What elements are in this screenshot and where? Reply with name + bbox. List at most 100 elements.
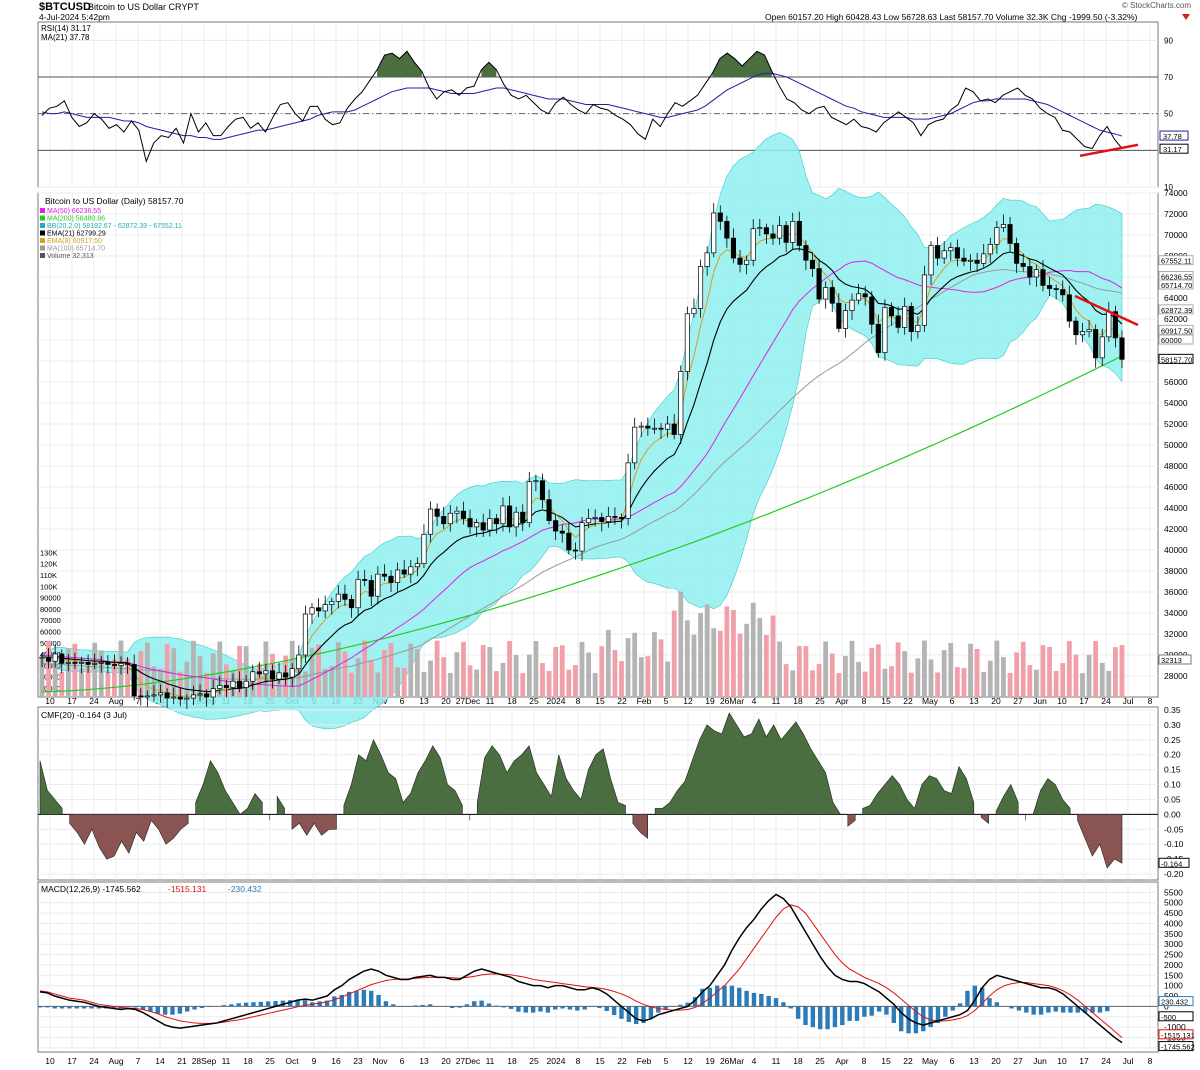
volume-bar bbox=[613, 650, 618, 697]
candle-body bbox=[968, 260, 972, 261]
volume-bar bbox=[336, 642, 341, 697]
volume-bar bbox=[876, 644, 881, 697]
macd-hist-legend: -230.432 bbox=[228, 884, 262, 894]
y-tick-label: 54000 bbox=[1164, 398, 1188, 408]
volume-bar bbox=[724, 606, 729, 697]
x-tick-label: 17 bbox=[1079, 1056, 1089, 1066]
candle-body bbox=[797, 221, 801, 245]
macd-histogram-bar bbox=[413, 1005, 417, 1006]
x-tick-label: 13 bbox=[419, 696, 429, 706]
candle-body bbox=[178, 697, 182, 699]
macd-histogram-bar bbox=[862, 1006, 866, 1016]
macd-histogram-bar bbox=[1031, 1006, 1035, 1014]
volume-bar bbox=[474, 670, 479, 697]
y-tick-label: 28000 bbox=[1164, 671, 1188, 681]
cmf-area bbox=[633, 814, 648, 838]
y-tick-label: 0.25 bbox=[1164, 735, 1181, 745]
volume-bar bbox=[764, 635, 769, 697]
x-tick-label: 6 bbox=[400, 1056, 405, 1066]
candle-body bbox=[330, 601, 334, 604]
volume-bar bbox=[540, 663, 545, 697]
volume-bar bbox=[810, 670, 815, 697]
y-tick-label: 70000 bbox=[1164, 230, 1188, 240]
x-tick-label: Jul bbox=[1123, 696, 1134, 706]
volume-bar bbox=[856, 662, 861, 697]
candle-body bbox=[540, 481, 544, 500]
macd-histogram-bar bbox=[376, 995, 380, 1006]
volume-bar bbox=[468, 665, 473, 697]
x-tick-label: 26Mar bbox=[720, 1056, 744, 1066]
x-tick-label: 17 bbox=[67, 1056, 77, 1066]
macd-histogram-bar bbox=[185, 1006, 189, 1011]
candle-body bbox=[158, 693, 162, 695]
y-tick-label: 38000 bbox=[1164, 566, 1188, 576]
y-tick-label: 40000 bbox=[1164, 545, 1188, 555]
y-tick-label: 32000 bbox=[1164, 629, 1188, 639]
volume-bar bbox=[784, 664, 789, 697]
x-tick-label: 28Sep bbox=[192, 1056, 217, 1066]
y-tick-label: 62000 bbox=[1164, 314, 1188, 324]
macd-histogram-bar bbox=[369, 991, 373, 1007]
x-tick-label: Feb bbox=[637, 1056, 652, 1066]
macd-histogram-bar bbox=[582, 1006, 586, 1009]
volume-bar bbox=[369, 660, 374, 697]
macd-histogram-bar bbox=[870, 1006, 874, 1015]
candle-body bbox=[46, 657, 50, 661]
x-tick-label: 18 bbox=[507, 1056, 517, 1066]
volume-bar bbox=[1027, 665, 1032, 697]
candle-body bbox=[567, 533, 571, 550]
macd-histogram-bar bbox=[855, 1006, 859, 1021]
volume-bar bbox=[184, 662, 189, 697]
x-tick-label: 18 bbox=[793, 1056, 803, 1066]
candle-body bbox=[303, 614, 307, 655]
volume-bar bbox=[375, 672, 380, 697]
candle-body bbox=[876, 324, 880, 352]
candle-body bbox=[415, 564, 419, 567]
volume-bar bbox=[744, 624, 749, 697]
x-tick-label: Aug bbox=[108, 1056, 123, 1066]
x-tick-label: Feb bbox=[637, 696, 652, 706]
legend-swatch bbox=[40, 253, 45, 258]
candle-body bbox=[481, 523, 485, 530]
candle-body bbox=[1014, 243, 1018, 263]
x-tick-label: 22 bbox=[617, 1056, 627, 1066]
rsi-ma-legend: MA(21) 37.78 bbox=[41, 33, 90, 42]
candle-body bbox=[349, 599, 353, 607]
macd-histogram-bar bbox=[1017, 1006, 1021, 1010]
macd-histogram-bar bbox=[987, 998, 991, 1006]
candle-body bbox=[791, 221, 795, 242]
macd-histogram-bar bbox=[244, 1003, 248, 1007]
x-tick-label: 8 bbox=[862, 696, 867, 706]
volume-bar bbox=[988, 661, 993, 697]
volume-bar bbox=[1093, 641, 1098, 697]
macd-histogram-bar bbox=[457, 1006, 461, 1007]
volume-value: 32313 bbox=[1161, 656, 1182, 665]
volume-bar bbox=[718, 631, 723, 697]
volume-bar bbox=[415, 649, 420, 697]
x-tick-label: 27Dec bbox=[456, 696, 481, 706]
x-tick-label: 4 bbox=[752, 1056, 757, 1066]
y-tick-label: 56000 bbox=[1164, 377, 1188, 387]
x-tick-label: 5 bbox=[664, 696, 669, 706]
candle-body bbox=[172, 697, 176, 698]
x-tick-label: 10 bbox=[45, 1056, 55, 1066]
volume-bar bbox=[652, 632, 657, 697]
macd-signal-legend: -1515.131 bbox=[168, 884, 207, 894]
candle-body bbox=[916, 325, 920, 331]
candle-body bbox=[1120, 338, 1124, 359]
cmf-area bbox=[70, 814, 189, 859]
x-tick-label: Jun bbox=[1033, 696, 1047, 706]
x-tick-label: 15 bbox=[595, 1056, 605, 1066]
candle-body bbox=[521, 512, 525, 523]
candle-body bbox=[145, 696, 149, 697]
candle-body bbox=[718, 213, 722, 221]
x-tick-label: 6 bbox=[950, 696, 955, 706]
x-tick-label: 27 bbox=[1013, 696, 1023, 706]
candle-body bbox=[580, 523, 584, 551]
volume-bar bbox=[599, 646, 604, 697]
candle-body bbox=[1107, 312, 1111, 337]
candle-body bbox=[758, 228, 762, 229]
candle-body bbox=[744, 260, 748, 264]
candle-body bbox=[448, 513, 452, 524]
